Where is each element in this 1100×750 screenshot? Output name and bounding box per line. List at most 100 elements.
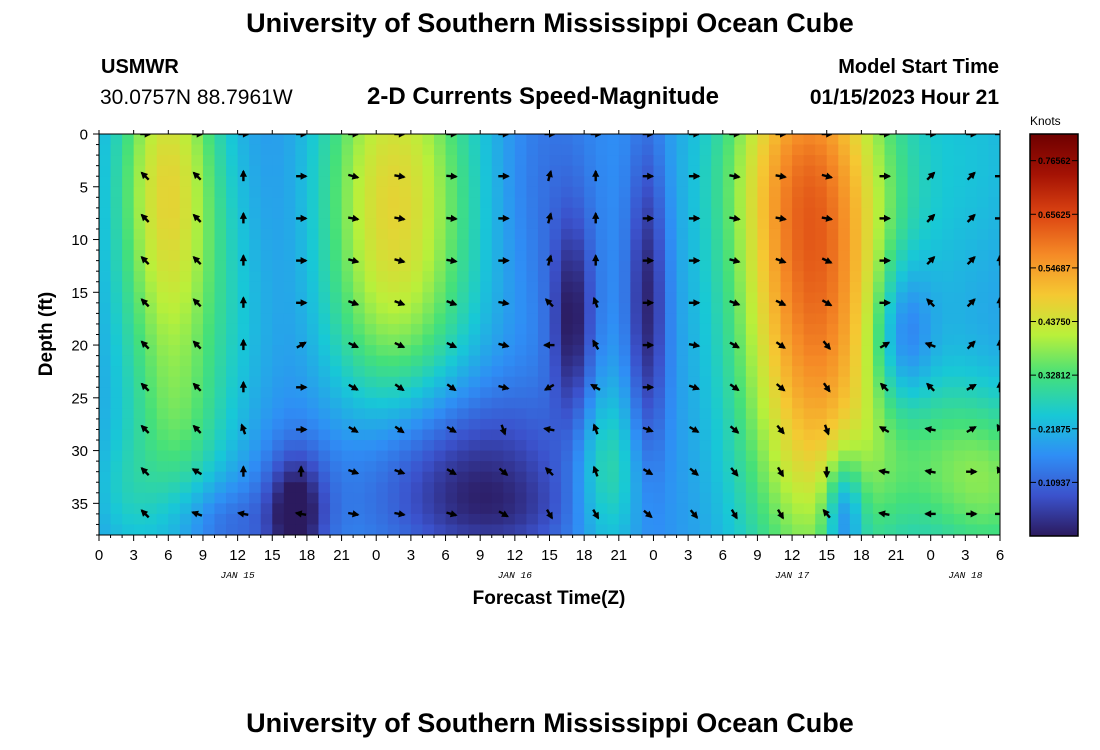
heatmap-cell: [953, 250, 966, 262]
heatmap-cell: [630, 366, 643, 378]
heatmap-cell: [249, 524, 262, 535]
heatmap-cell: [919, 302, 932, 314]
heatmap-cell: [734, 250, 747, 262]
heatmap-cell: [884, 134, 897, 146]
heatmap-cell: [491, 513, 504, 526]
heatmap-cell: [595, 492, 608, 504]
heatmap-cell: [399, 334, 412, 346]
heatmap-cell: [433, 418, 447, 431]
heatmap-cell: [99, 271, 112, 283]
heatmap-cell: [468, 513, 481, 526]
heatmap-cell: [318, 239, 331, 251]
heatmap-cell: [861, 418, 874, 431]
heatmap-cell: [838, 471, 851, 483]
heatmap-cell: [930, 440, 943, 452]
heatmap-cell: [179, 176, 193, 188]
heatmap-cell: [722, 239, 735, 251]
heatmap-cell: [722, 186, 735, 198]
current-vector: [775, 214, 787, 222]
current-vector: [240, 423, 247, 435]
heatmap-cell: [283, 218, 296, 230]
heatmap-cell: [745, 334, 759, 346]
current-vector: [879, 214, 891, 222]
heatmap-cell: [330, 334, 343, 346]
heatmap-cell: [272, 408, 285, 420]
heatmap-cell: [133, 345, 146, 357]
heatmap-cell: [572, 155, 585, 167]
heatmap-cell: [861, 271, 874, 283]
heatmap-cell: [630, 260, 643, 272]
heatmap-cell: [815, 313, 828, 325]
heatmap-cell: [457, 355, 470, 367]
heatmap-cell: [641, 207, 655, 220]
heatmap-cell: [618, 450, 631, 462]
heatmap-cell: [745, 461, 759, 473]
heatmap-cell: [526, 482, 539, 494]
heatmap-cell: [607, 524, 620, 535]
heatmap-cell: [410, 482, 424, 494]
heatmap-cell: [226, 186, 239, 198]
heatmap-cell: [179, 334, 193, 346]
heatmap-cell: [792, 271, 805, 283]
heatmap-cell: [745, 197, 759, 209]
heatmap-cell: [272, 260, 285, 272]
heatmap-cell: [260, 334, 273, 346]
model-start-value: 01/15/2023 Hour 21: [809, 86, 999, 109]
heatmap-cell: [872, 408, 886, 420]
heatmap-cell: [410, 292, 424, 304]
heatmap-cell: [653, 207, 666, 220]
current-vector: [926, 213, 936, 223]
heatmap-cell: [537, 376, 551, 388]
heatmap-cell: [803, 492, 816, 504]
heatmap-cell: [364, 165, 377, 177]
heatmap-cell: [976, 461, 990, 473]
heatmap-cell: [757, 144, 770, 156]
heatmap-cell: [815, 450, 828, 462]
heatmap-cell: [965, 313, 978, 325]
heatmap-cell: [826, 207, 839, 220]
heatmap-cell: [168, 186, 181, 198]
heatmap-cell: [711, 524, 724, 535]
heatmap-cell: [676, 355, 689, 367]
heatmap-cell: [433, 165, 447, 177]
heatmap-cell: [330, 207, 343, 220]
heatmap-cell: [630, 461, 643, 473]
heatmap-cell: [179, 313, 193, 325]
heatmap-cell: [491, 334, 504, 346]
heatmap-cell: [884, 524, 897, 535]
heatmap-cell: [699, 292, 712, 304]
heatmap-cell: [896, 134, 909, 146]
heatmap-cell: [283, 482, 296, 494]
heatmap-cell: [919, 239, 932, 251]
heatmap-cell: [491, 186, 504, 198]
heatmap-cell: [422, 207, 435, 220]
heatmap-cell: [688, 155, 701, 167]
heatmap-cell: [237, 218, 250, 230]
heatmap-cell: [711, 440, 724, 452]
heatmap-cell: [919, 281, 932, 293]
heatmap-cell: [676, 228, 689, 241]
heatmap-cell: [653, 513, 666, 526]
heatmap-cell: [433, 345, 447, 357]
heatmap-cell: [607, 513, 620, 526]
heatmap-cell: [780, 503, 793, 515]
heatmap-cell: [457, 239, 470, 251]
heatmap-cell: [849, 292, 862, 304]
heatmap-cell: [133, 186, 146, 198]
heatmap-cell: [122, 503, 135, 515]
current-vector: [642, 383, 655, 391]
heatmap-cell: [422, 397, 435, 409]
heatmap-cell: [468, 471, 481, 483]
heatmap-cell: [387, 482, 400, 494]
heatmap-cell: [734, 355, 747, 367]
heatmap-cell: [872, 281, 886, 293]
heatmap-cell: [757, 366, 770, 378]
current-vector: [394, 425, 405, 434]
heatmap-cell: [457, 144, 470, 156]
heatmap-cell: [260, 524, 273, 535]
heatmap-cell: [953, 376, 966, 388]
heatmap-cell: [283, 176, 296, 188]
current-vector: [543, 426, 555, 434]
heatmap-cell: [364, 292, 377, 304]
heatmap-cell: [306, 197, 320, 209]
